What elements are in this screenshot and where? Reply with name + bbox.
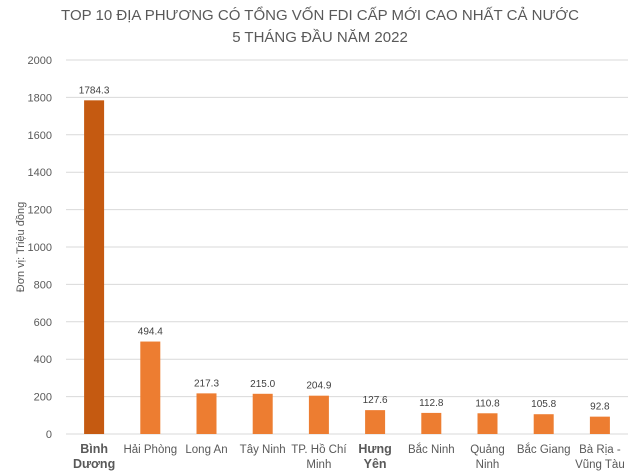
y-axis-label: Đơn vị: Triệu đồng [15, 202, 27, 292]
x-tick-label-10-line-1: Bà Rịa - [579, 444, 621, 456]
data-label-9: 105.8 [531, 399, 556, 410]
bar-6 [365, 410, 386, 434]
x-tick-label-2: Hải Phòng [123, 444, 177, 456]
bar-8 [477, 413, 498, 434]
x-tick-label-8-line-2: Ninh [476, 459, 500, 471]
bar-5 [308, 395, 329, 434]
x-tick-label-4: Tây Ninh [240, 444, 286, 456]
x-tick-label-8-line-1: Quảng [470, 444, 505, 456]
y-tick-label-800: 800 [34, 279, 52, 291]
bar-3 [196, 393, 217, 434]
y-tick-label-600: 600 [34, 317, 52, 329]
x-tick-label-5-line-2: Minh [306, 459, 331, 471]
x-tick-label-6-line-1: Hưng [358, 442, 391, 456]
bar-1 [84, 100, 105, 434]
y-tick-label-1600: 1600 [28, 130, 52, 142]
bar-9 [533, 414, 554, 434]
y-tick-label-1400: 1400 [28, 167, 52, 179]
y-tick-label-2000: 2000 [28, 55, 52, 67]
x-tick-label-1-line-1: Bình [80, 442, 108, 456]
data-label-5: 204.9 [306, 381, 331, 392]
y-tick-label-1000: 1000 [28, 242, 52, 254]
bar-10 [589, 416, 610, 434]
chart-title-line-2: 5 THÁNG ĐẦU NĂM 2022 [232, 29, 408, 46]
bar-2 [140, 341, 161, 434]
bar-7 [421, 412, 442, 434]
data-label-7: 112.8 [419, 398, 444, 409]
x-tick-label-5-line-1: TP. Hồ Chí [291, 444, 347, 456]
y-tick-label-0: 0 [46, 429, 52, 441]
data-label-6: 127.6 [363, 395, 388, 406]
x-tick-label-3: Long An [185, 444, 227, 456]
y-tick-label-1200: 1200 [28, 205, 52, 217]
bar-4 [252, 393, 273, 434]
x-tick-label-10-line-2: Vũng Tàu [575, 459, 625, 471]
data-label-3: 217.3 [194, 378, 219, 389]
data-label-4: 215.0 [250, 379, 275, 390]
data-label-10: 92.8 [590, 402, 610, 413]
data-label-2: 494.4 [138, 327, 163, 338]
y-tick-label-1800: 1800 [28, 92, 52, 104]
data-label-8: 110.8 [475, 398, 500, 409]
y-tick-label-400: 400 [34, 354, 52, 366]
y-tick-label-200: 200 [34, 392, 52, 404]
x-tick-label-1-line-2: Dương [73, 457, 115, 471]
x-tick-label-7: Bắc Ninh [408, 443, 455, 456]
data-label-1: 1784.3 [79, 85, 110, 96]
chart-title-line-1: TOP 10 ĐỊA PHƯƠNG CÓ TỔNG VỐN FDI CẤP MỚ… [61, 6, 579, 24]
x-tick-label-9: Bắc Giang [517, 443, 571, 456]
x-tick-label-6-line-2: Yên [364, 457, 387, 471]
